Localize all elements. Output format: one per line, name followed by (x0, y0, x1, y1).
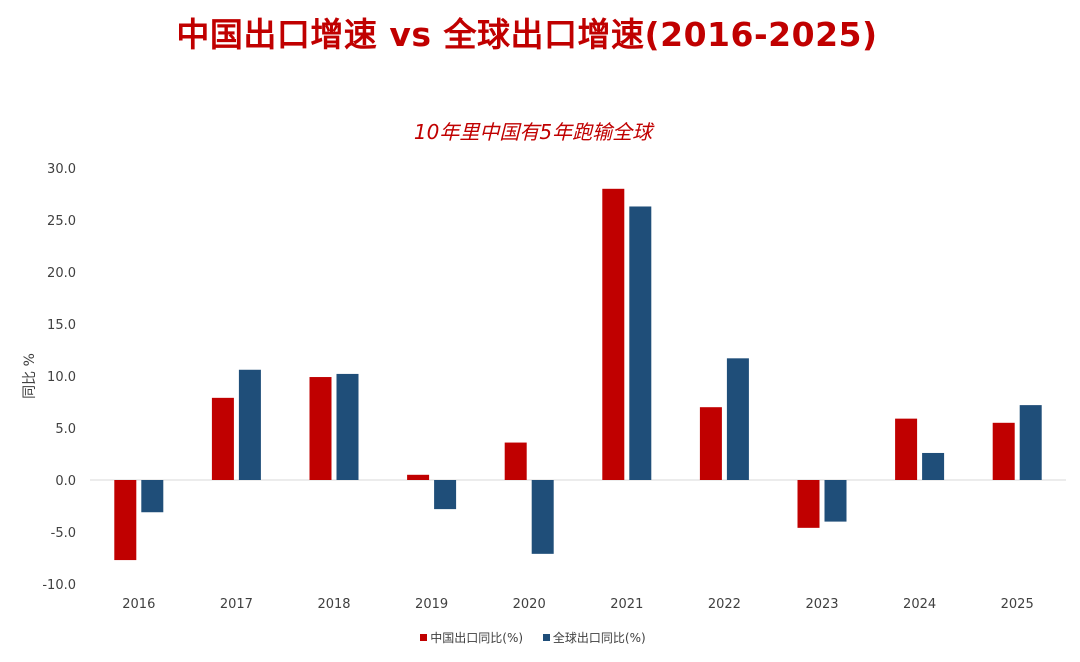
y-tick-label: 15.0 (47, 318, 76, 333)
bar-global-2024 (922, 452, 945, 480)
y-axis-label: 同比 % (22, 353, 38, 399)
chart-subtitle: 10年里中国有5年跑输全球 (413, 120, 653, 144)
legend-swatch-global (542, 634, 550, 641)
bar-global-2023 (824, 480, 847, 522)
bar-china-2025 (992, 422, 1015, 480)
x-tick-label: 2023 (805, 597, 838, 612)
bar-global-2022 (726, 358, 749, 480)
bar-china-2016 (114, 480, 137, 561)
bar-china-2020 (504, 442, 527, 480)
bar-china-2018 (309, 377, 332, 480)
legend-swatch-china (420, 634, 428, 641)
bar-china-2021 (602, 188, 625, 481)
y-tick-label: -5.0 (51, 526, 76, 541)
bar-china-2023 (797, 480, 820, 528)
bar-china-2019 (407, 474, 430, 480)
y-tick-label: -10.0 (42, 578, 76, 593)
legend-item-china: 中国出口同比(%) (420, 629, 523, 646)
legend-label-china: 中国出口同比(%) (430, 631, 524, 645)
legend-item-global: 全球出口同比(%) (542, 629, 646, 646)
x-tick-label: 2022 (708, 597, 741, 612)
x-tick-label: 2017 (220, 597, 253, 612)
x-tick-label: 2024 (903, 597, 936, 612)
x-tick-label: 2016 (122, 597, 155, 612)
bar-global-2018 (336, 373, 359, 480)
x-tick-label: 2025 (1001, 597, 1034, 612)
y-tick-label: 5.0 (55, 422, 76, 437)
bar-global-2025 (1019, 405, 1042, 480)
bar-china-2017 (211, 397, 234, 480)
bar-global-2021 (629, 206, 652, 481)
x-tick-label: 2020 (513, 597, 546, 612)
bar-global-2019 (434, 480, 457, 510)
bar-global-2017 (238, 369, 261, 480)
x-tick-label: 2018 (317, 597, 350, 612)
bar-china-2022 (699, 407, 722, 480)
y-tick-label: 30.0 (47, 162, 76, 177)
legend: 中国出口同比(%) 全球出口同比(%) (0, 629, 1066, 646)
bar-global-2016 (141, 480, 164, 513)
x-tick-label: 2019 (415, 597, 448, 612)
bar-global-2020 (531, 480, 554, 554)
y-tick-label: 20.0 (47, 266, 76, 281)
x-tick-label: 2021 (610, 597, 643, 612)
bar-china-2024 (895, 418, 918, 480)
legend-label-global: 全球出口同比(%) (552, 631, 646, 645)
chart-title: 中国出口增速 vs 全球出口增速(2016-2025) (176, 15, 878, 54)
y-tick-label: 10.0 (47, 370, 76, 385)
y-tick-label: 25.0 (47, 214, 76, 229)
y-tick-label: 0.0 (55, 474, 76, 489)
